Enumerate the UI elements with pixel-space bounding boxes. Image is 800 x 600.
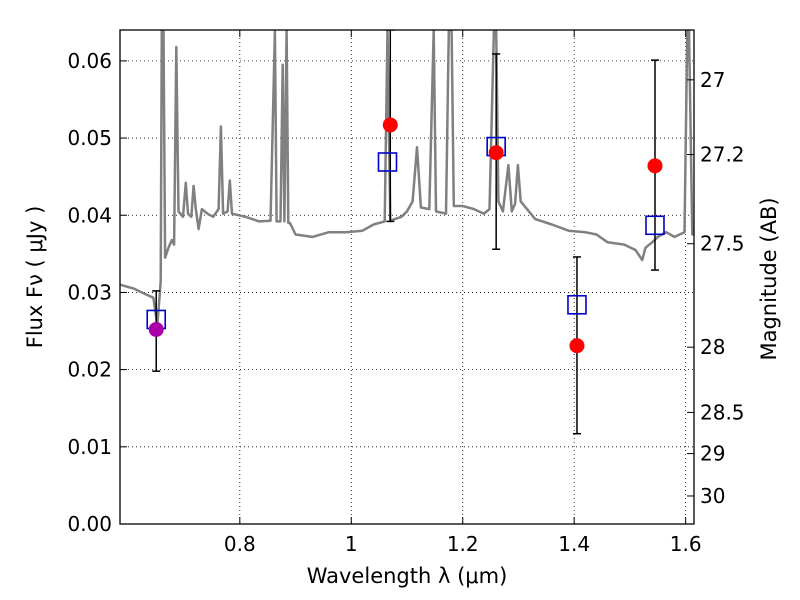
y-tick-label: 0.05 <box>67 126 112 150</box>
x-tick-label: 0.8 <box>224 532 256 556</box>
magnitude-tick-label: 28.5 <box>700 400 745 424</box>
x-axis-label: Wavelength λ (μm) <box>307 564 508 588</box>
magnitude-tick-label: 30 <box>700 484 725 508</box>
magnitude-tick-label: 27 <box>700 68 725 92</box>
plot-frame <box>119 29 695 525</box>
magnitude-tick-label: 29 <box>700 442 725 466</box>
model-band-square <box>377 152 398 172</box>
y-axis-left-label: Flux Fν ( μJy ) <box>23 206 47 349</box>
observed-flux-point <box>488 145 504 161</box>
observed-flux-point <box>382 117 398 133</box>
magnitude-tick-label: 27.5 <box>700 232 745 256</box>
y-tick-label: 0.02 <box>67 358 112 382</box>
x-tick-label: 1 <box>345 532 358 556</box>
y-tick-label: 0.03 <box>67 280 112 304</box>
plot-area <box>120 30 694 435</box>
y-tick-label: 0.01 <box>67 435 112 459</box>
axis-labels: Wavelength λ (μm) Flux Fν ( μJy ) Magnit… <box>23 197 781 588</box>
model-band-square <box>567 294 587 315</box>
y-tick-label: 0.04 <box>67 203 112 227</box>
observed-flux-point <box>569 338 585 354</box>
observed-flux-point <box>148 321 164 337</box>
x-tick-label: 1.4 <box>558 532 590 556</box>
y-axis-right-label: Magnitude (AB) <box>757 197 781 360</box>
axis-ticks: 0.8 1 1.2 1.4 1.6 0.00 0.01 0.02 0.03 0.04 0.05 0.0… <box>67 30 745 556</box>
y-tick-label: 0.00 <box>67 512 112 536</box>
x-tick-label: 1.6 <box>670 532 702 556</box>
magnitude-tick-label: 28 <box>700 335 725 359</box>
observed-flux-point <box>647 158 663 174</box>
model-spectrum-line <box>120 30 694 327</box>
magnitude-tick-label: 27.2 <box>700 143 745 167</box>
model-band-square <box>645 215 665 236</box>
x-tick-label: 1.2 <box>447 532 479 556</box>
y-tick-label: 0.06 <box>67 49 112 73</box>
